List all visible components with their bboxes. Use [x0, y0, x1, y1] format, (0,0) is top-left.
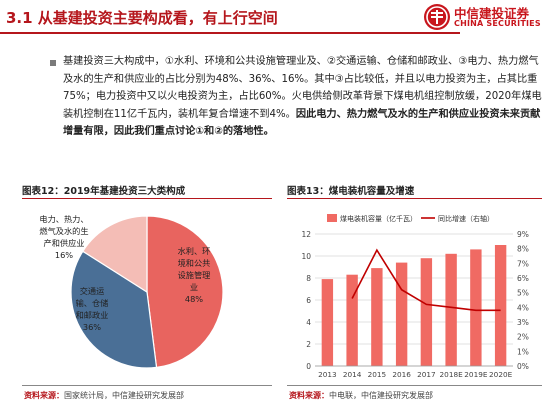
bullet-square-icon — [50, 60, 56, 66]
legend-bar-swatch — [327, 214, 337, 222]
y-left-tick: 4 — [306, 318, 311, 327]
x-tick-2020E: 2020E — [489, 370, 513, 379]
legend-line-label: 同比增速（右轴） — [438, 214, 494, 223]
x-tick-2018E: 2018E — [440, 370, 464, 379]
y-right-tick: 3% — [517, 318, 529, 327]
pie-label-1-line-3: 设施管理 — [178, 270, 211, 280]
figure13-source: 资料来源：中电联，中信建投研究发展部 — [289, 390, 433, 401]
pie-label-3-line-2: 燃气及水的生 — [39, 226, 88, 236]
page-title: 3.1 从基建投资主要构成看，有上行空间 — [6, 9, 278, 27]
y-right-tick: 0% — [517, 362, 529, 371]
y-right-tick: 2% — [517, 333, 529, 342]
y-right-tick: 9% — [517, 230, 529, 239]
pie-slice-2 — [70, 250, 158, 369]
pie-label-3-line-1: 电力、热力、 — [39, 214, 88, 224]
pie-pct-2: 36% — [83, 322, 101, 332]
y-right-tick: 1% — [517, 347, 529, 356]
pie-label-2-line-3: 和邮政业 — [76, 310, 109, 320]
body-text-bold: 因此电力、热力燃气及水的生产和供应业投资未来贡献增量有限，因此我们重点讨论①和②… — [63, 108, 541, 138]
title-underline — [0, 32, 460, 34]
bar-2016 — [395, 262, 408, 366]
y-left-tick: 0 — [306, 362, 311, 371]
logo-english-name: CHINA SECURITIES — [454, 19, 541, 28]
pie-pct-1: 48% — [185, 294, 203, 304]
logo-emblem-icon — [424, 4, 450, 30]
growth-line — [351, 248, 501, 312]
pie-chart: 水利、环境和公共设施管理业 48% 交通运输、仓储和邮政业 36% 电力、热力、燃气及水… — [39, 214, 224, 369]
pie-label-1-line-1: 水利、环 — [178, 246, 211, 256]
y-right-tick: 5% — [517, 289, 529, 298]
bar-2013 — [321, 279, 334, 366]
y-right-tick: 8% — [517, 245, 529, 254]
x-tick-2014: 2014 — [343, 370, 362, 379]
bar-2017 — [420, 258, 433, 366]
pie-pct-3: 16% — [55, 250, 73, 260]
y-right-tick: 4% — [517, 303, 529, 312]
bar-2019E — [470, 249, 482, 366]
y-left-tick: 6 — [306, 296, 311, 305]
x-tick-2016: 2016 — [392, 370, 411, 379]
x-tick-2019E: 2019E — [464, 370, 488, 379]
body-paragraph: 基建投资三大构成中，①水利、环境和公共设施管理业及、②交通运输、仓储和邮政业、③… — [63, 53, 543, 141]
y-left-tick: 2 — [306, 340, 311, 349]
x-tick-2017: 2017 — [417, 370, 436, 379]
figure13-title: 图表13：煤电装机容量及增速 — [287, 186, 415, 197]
bar-line-chart: 0 2 4 6 8 10 12 0% 1% 2% 3% 4% 5% 6% 7% 8% 9% 2013 2014 201… — [301, 214, 529, 379]
y-left-tick: 12 — [301, 230, 311, 239]
bar-2015 — [371, 268, 383, 366]
y-left-tick: 8 — [306, 274, 311, 283]
bar-2014 — [346, 274, 358, 366]
x-tick-2015: 2015 — [368, 370, 387, 379]
y-right-tick: 6% — [517, 274, 529, 283]
figure12-source-rule — [22, 385, 272, 386]
pie-slice-3 — [82, 215, 148, 294]
x-tick-2013: 2013 — [318, 370, 337, 379]
pie-label-1-line-2: 境和公共 — [178, 258, 211, 268]
y-left-tick: 10 — [301, 252, 311, 261]
bar-2018E — [445, 253, 457, 366]
figure12-title: 图表12：2019年基建投资三大类构成 — [22, 186, 186, 197]
title-bar: 3.1 从基建投资主要构成看，有上行空间 中信建投证券 CHINA SECURI… — [0, 0, 550, 34]
pie-label-1-line-4: 业 — [190, 282, 198, 292]
figure13-source-text: 中电联，中信建投研究发展部 — [329, 391, 433, 400]
pie-label-3-line-3: 产和供应业 — [44, 238, 85, 248]
figure13-title-rule — [287, 198, 542, 199]
figure12-source-label: 资料来源： — [24, 391, 64, 400]
pie-label-2-line-2: 输、仓储 — [76, 298, 109, 308]
figure13-source-rule — [287, 385, 542, 386]
figure12-source-text: 国家统计局，中信建投研究发展部 — [64, 391, 184, 400]
pie-label-2-line-1: 交通运 — [80, 286, 105, 296]
pie-slice-1 — [146, 215, 224, 369]
body-text-regular: 基建投资三大构成中，①水利、环境和公共设施管理业及、②交通运输、仓储和邮政业、③… — [63, 56, 542, 120]
bar-2020E — [494, 245, 507, 366]
china-securities-logo: 中信建投证券 CHINA SECURITIES — [424, 3, 548, 33]
legend-bar-label: 煤电装机容量（亿千瓦） — [340, 214, 417, 223]
figure13-source-label: 资料来源： — [289, 391, 329, 400]
logo-chinese-name: 中信建投证券 — [454, 6, 530, 21]
y-right-tick: 7% — [517, 259, 529, 268]
figure12-title-rule — [22, 198, 272, 199]
figure12-source: 资料来源：国家统计局，中信建投研究发展部 — [24, 390, 184, 401]
